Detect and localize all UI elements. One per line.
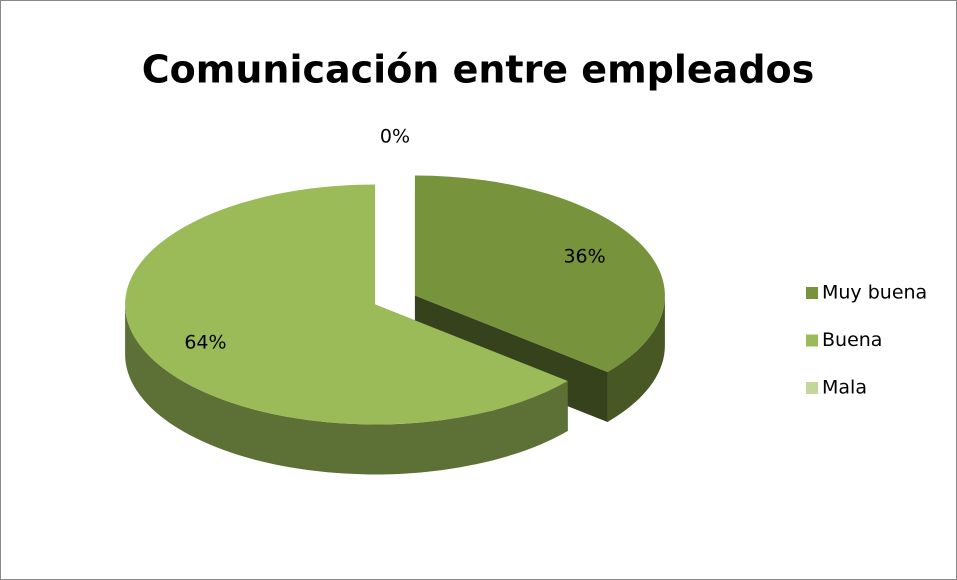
- data-label: 0%: [380, 126, 410, 148]
- legend-swatch: [806, 334, 818, 347]
- slice-side: [125, 304, 568, 475]
- data-label: 64%: [184, 331, 226, 353]
- data-label: 36%: [563, 246, 605, 268]
- slice-top: [125, 184, 568, 425]
- legend-label: Mala: [822, 377, 867, 399]
- legend-label: Buena: [822, 329, 882, 351]
- legend-swatch: [806, 287, 818, 299]
- legend-swatch: [806, 382, 818, 394]
- slice-side: [607, 295, 665, 422]
- slice-top: [414, 175, 665, 372]
- legend-label: Muy buena: [822, 282, 927, 304]
- slice: [125, 184, 568, 475]
- chart-title: Comunicación entre empleados: [142, 48, 815, 92]
